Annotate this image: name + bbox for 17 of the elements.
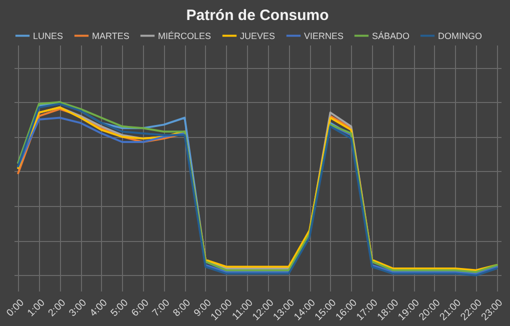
- legend-label: JUEVES: [240, 30, 276, 41]
- x-tick-label: 4:00: [88, 297, 110, 320]
- x-tick-label: 6:00: [130, 297, 152, 320]
- legend-label: SÁBADO: [372, 30, 410, 41]
- legend-label: LUNES: [33, 30, 64, 41]
- legend-label: MARTES: [92, 30, 130, 41]
- x-tick-label: 2:00: [46, 297, 68, 320]
- legend-label: VIERNES: [304, 30, 344, 41]
- x-tick-label: 3:00: [67, 297, 90, 320]
- legend-label: MIÉRCOLES: [158, 30, 212, 41]
- x-tick-label: 0:00: [4, 297, 27, 320]
- chart-title: Patrón de Consumo: [186, 7, 329, 24]
- x-tick-label: 7:00: [150, 297, 172, 320]
- x-tick-label: 1:00: [26, 297, 48, 320]
- x-tick-label: 5:00: [108, 297, 131, 320]
- legend-label: DOMINGO: [438, 30, 482, 41]
- x-tick-label: 8:00: [171, 297, 194, 320]
